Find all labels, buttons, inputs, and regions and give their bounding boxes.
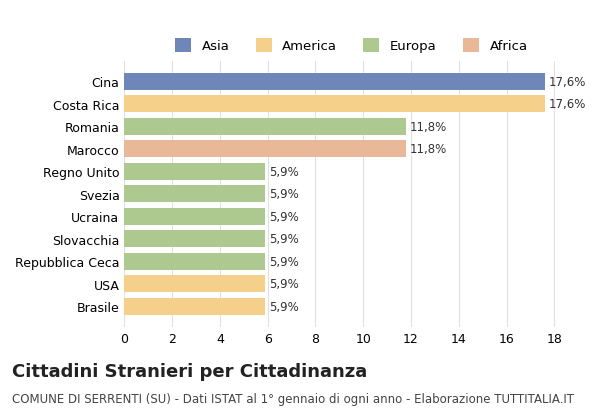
Bar bbox=[124, 119, 406, 135]
Bar bbox=[124, 141, 406, 158]
Text: 5,9%: 5,9% bbox=[269, 300, 299, 313]
Text: 17,6%: 17,6% bbox=[548, 76, 586, 89]
Bar bbox=[124, 298, 265, 315]
Text: 5,9%: 5,9% bbox=[269, 210, 299, 223]
Text: COMUNE DI SERRENTI (SU) - Dati ISTAT al 1° gennaio di ogni anno - Elaborazione T: COMUNE DI SERRENTI (SU) - Dati ISTAT al … bbox=[12, 392, 574, 405]
Bar bbox=[124, 186, 265, 203]
Bar bbox=[124, 209, 265, 225]
Bar bbox=[124, 164, 265, 180]
Text: 5,9%: 5,9% bbox=[269, 255, 299, 268]
Bar bbox=[124, 96, 545, 113]
Text: 5,9%: 5,9% bbox=[269, 165, 299, 178]
Text: Cittadini Stranieri per Cittadinanza: Cittadini Stranieri per Cittadinanza bbox=[12, 362, 367, 380]
Bar bbox=[124, 276, 265, 292]
Legend: Asia, America, Europa, Africa: Asia, America, Europa, Africa bbox=[170, 34, 533, 58]
Text: 5,9%: 5,9% bbox=[269, 188, 299, 201]
Text: 11,8%: 11,8% bbox=[410, 121, 447, 133]
Bar bbox=[124, 253, 265, 270]
Bar bbox=[124, 231, 265, 248]
Text: 5,9%: 5,9% bbox=[269, 233, 299, 246]
Bar bbox=[124, 74, 545, 90]
Text: 5,9%: 5,9% bbox=[269, 278, 299, 291]
Text: 11,8%: 11,8% bbox=[410, 143, 447, 156]
Text: 17,6%: 17,6% bbox=[548, 98, 586, 111]
